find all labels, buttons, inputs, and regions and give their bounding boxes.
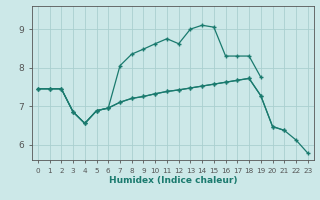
X-axis label: Humidex (Indice chaleur): Humidex (Indice chaleur)	[108, 176, 237, 185]
